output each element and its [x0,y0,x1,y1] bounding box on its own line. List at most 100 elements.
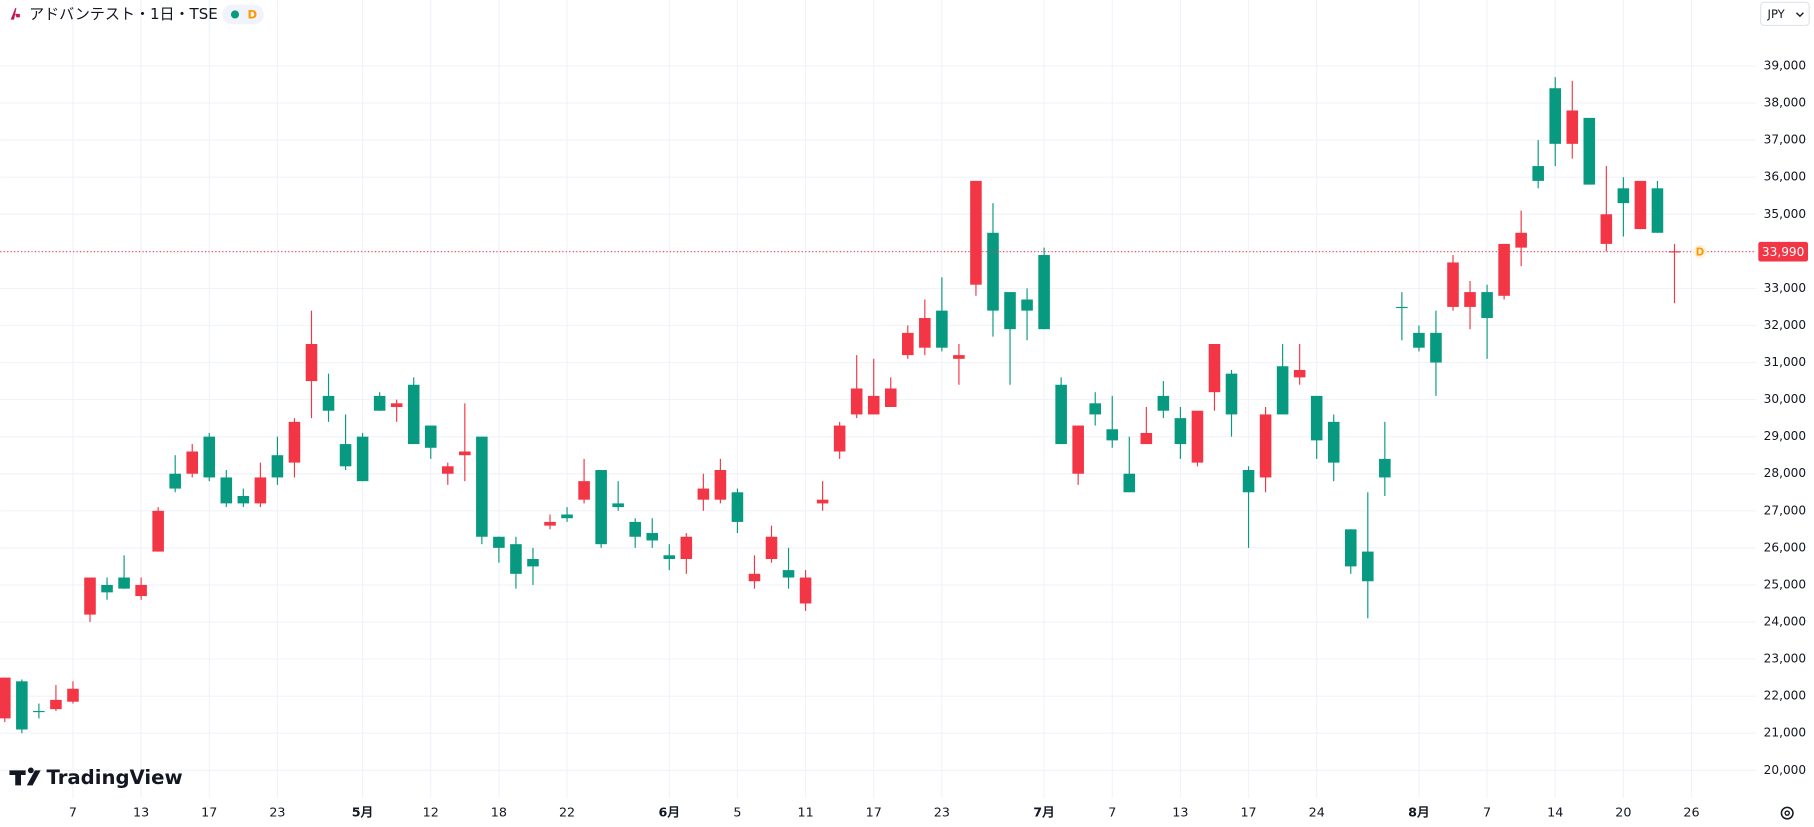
settings-icon[interactable] [1784,810,1790,816]
candle-body [271,455,284,478]
candle-body [339,444,352,467]
x-tick-label: 23 [269,805,285,820]
candle-body [1140,432,1153,445]
candle-body [1106,429,1119,441]
candle-body [288,421,301,463]
candle-body [816,499,829,504]
candle-body [1259,414,1272,478]
candle-body [544,521,556,526]
y-tick-label: 29,000 [1764,429,1806,443]
candle-body [1583,117,1596,185]
x-tick-label: 5月 [352,805,374,820]
y-tick-label: 20,000 [1764,763,1806,777]
x-tick-label: 20 [1615,805,1631,820]
candle-body [1004,292,1016,330]
candle-body [322,395,335,411]
candle-body [0,677,11,719]
settings-button[interactable] [1780,806,1794,820]
candle-body [578,481,590,500]
candle-body [1481,292,1493,319]
x-tick-label: 5 [733,805,741,820]
candle-body [1293,369,1306,378]
dividend-marker [1692,244,1707,259]
candle-body [493,536,505,548]
candle-body [1021,299,1033,311]
candle-body [118,577,130,589]
x-tick-label: 17 [866,805,882,820]
candle-body [186,451,199,474]
candle-body [953,355,965,359]
candle-body [799,577,812,604]
x-tick-label: 7 [69,805,77,820]
y-tick-label: 36,000 [1764,170,1806,184]
x-tick-label: 24 [1309,805,1325,820]
candle-body [305,343,318,382]
badge-label: D [248,8,258,22]
candle-body [867,395,880,415]
candle-body [1157,395,1170,411]
candle-body [1532,166,1544,181]
candle-body [919,318,931,348]
candle-body [1276,366,1289,415]
candle-body [646,533,659,541]
x-tick-label: 13 [1172,805,1188,820]
y-tick-label: 32,000 [1764,318,1806,332]
candle-body [1447,262,1459,307]
currency-button[interactable] [1760,1,1810,27]
x-tick-label: 12 [423,805,439,820]
candle-body [373,395,386,411]
x-tick-label: 7 [1483,805,1491,820]
candle-body [748,573,761,582]
candle-body [1344,529,1357,567]
candle-body [16,681,28,730]
candle-body [765,536,778,559]
last-price-tag [1758,241,1809,262]
candle-body [884,388,897,408]
y-tick-label: 25,000 [1764,577,1806,591]
candle-body [135,584,147,597]
candle-body [442,466,454,474]
candle-body [850,388,863,415]
candle-body [714,470,727,500]
x-tick-label: 17 [1240,805,1256,820]
x-tick-label: 14 [1547,805,1563,820]
candle-body [67,688,79,702]
y-tick-label: 38,000 [1764,96,1806,110]
candle-body [220,477,233,504]
candle-body [1362,551,1374,582]
y-tick-label: 26,000 [1764,540,1806,554]
status-badge [222,4,264,25]
candle-body [1515,232,1527,248]
y-tick-label: 28,000 [1764,466,1806,480]
candle-body [731,492,744,522]
symbol-logo [10,8,20,20]
candle-body [1430,332,1442,363]
candle-body [1072,425,1084,474]
candle-body [169,473,181,489]
candle-body [527,558,539,567]
watermark-logo [9,767,41,786]
y-tick-label: 39,000 [1764,58,1806,72]
x-tick-label: 13 [133,805,149,820]
x-tick-label: 8月 [1408,805,1430,820]
candle-body [1413,332,1425,348]
candle-body [152,510,164,552]
candle-body [1566,110,1579,144]
candle-body [1310,395,1323,441]
currency-caret[interactable] [1795,12,1804,18]
candle-body [476,436,488,537]
candle-body [33,710,45,713]
candle-body [84,577,96,615]
candle-body [459,451,471,456]
y-tick-label: 30,000 [1764,392,1806,406]
candle-body [782,570,795,578]
candle-body [1089,403,1101,415]
x-tick-label: 26 [1683,805,1699,820]
candle-body [612,503,624,508]
candle-body [936,310,948,348]
candle-body [254,477,267,504]
x-tick-label: 6月 [658,805,680,820]
currency-label[interactable]: JPY [1767,7,1786,21]
status-dot [230,10,240,19]
candle-body [1549,88,1562,144]
